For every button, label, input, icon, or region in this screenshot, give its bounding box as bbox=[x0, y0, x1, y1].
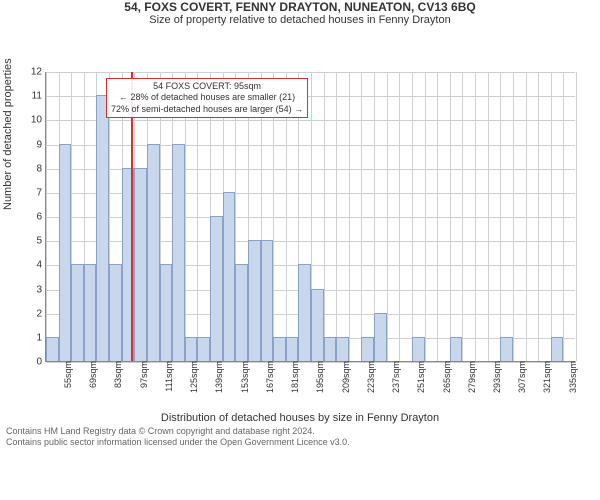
histogram-bar bbox=[59, 144, 72, 362]
y-tick-label: 2 bbox=[36, 308, 46, 319]
histogram-bar bbox=[412, 337, 425, 361]
gridline-vertical bbox=[336, 72, 337, 361]
gridline-vertical bbox=[551, 72, 552, 361]
histogram-bar bbox=[160, 264, 173, 361]
gridline-vertical bbox=[563, 72, 564, 361]
gridline-vertical bbox=[324, 72, 325, 361]
y-tick-label: 12 bbox=[31, 67, 46, 78]
footer-attribution: Contains HM Land Registry data © Crown c… bbox=[6, 426, 594, 449]
x-tick-label: 167sqm bbox=[263, 361, 275, 393]
histogram-bar bbox=[210, 216, 223, 361]
y-tick-label: 7 bbox=[36, 187, 46, 198]
y-tick-label: 6 bbox=[36, 212, 46, 223]
x-tick-label: 307sqm bbox=[515, 361, 527, 393]
histogram-bar bbox=[298, 264, 311, 361]
y-tick-label: 8 bbox=[36, 163, 46, 174]
footer-line-1: Contains HM Land Registry data © Crown c… bbox=[6, 426, 594, 437]
x-tick-label: 293sqm bbox=[490, 361, 502, 393]
x-tick-label: 111sqm bbox=[162, 361, 174, 392]
plot-area: 012345678910111255sqm69sqm83sqm97sqm111s… bbox=[45, 72, 575, 362]
histogram-bar bbox=[96, 95, 109, 361]
x-tick-label: 83sqm bbox=[111, 361, 123, 388]
gridline-vertical bbox=[425, 72, 426, 361]
footer-line-2: Contains public sector information licen… bbox=[6, 437, 594, 448]
histogram-chart: Number of detached properties 0123456789… bbox=[0, 30, 600, 410]
histogram-bar bbox=[185, 337, 198, 361]
x-tick-label: 335sqm bbox=[566, 361, 578, 393]
y-axis-label: Number of detached properties bbox=[2, 58, 14, 210]
gridline-vertical bbox=[462, 72, 463, 361]
histogram-bar bbox=[172, 144, 185, 362]
callout-line-2: ← 28% of detached houses are smaller (21… bbox=[111, 92, 303, 103]
gridline-vertical bbox=[361, 72, 362, 361]
x-tick-label: 251sqm bbox=[414, 361, 426, 393]
x-tick-label: 55sqm bbox=[61, 361, 73, 388]
x-tick-label: 237sqm bbox=[389, 361, 401, 393]
gridline-vertical bbox=[46, 72, 47, 361]
x-tick-label: 265sqm bbox=[440, 361, 452, 393]
gridline-vertical bbox=[450, 72, 451, 361]
gridline-vertical bbox=[475, 72, 476, 361]
histogram-bar bbox=[197, 337, 210, 361]
x-axis-label: Distribution of detached houses by size … bbox=[0, 412, 600, 424]
histogram-bar bbox=[261, 240, 274, 361]
histogram-bar bbox=[286, 337, 299, 361]
histogram-bar bbox=[500, 337, 513, 361]
property-callout: 54 FOXS COVERT: 95sqm← 28% of detached h… bbox=[106, 78, 308, 118]
histogram-bar bbox=[311, 289, 324, 362]
callout-line-1: 54 FOXS COVERT: 95sqm bbox=[111, 81, 303, 92]
x-tick-label: 69sqm bbox=[86, 361, 98, 388]
page-title: 54, FOXS COVERT, FENNY DRAYTON, NUNEATON… bbox=[0, 0, 600, 14]
y-tick-label: 3 bbox=[36, 284, 46, 295]
x-tick-label: 139sqm bbox=[212, 361, 224, 393]
histogram-bar bbox=[551, 337, 564, 361]
gridline-vertical bbox=[387, 72, 388, 361]
histogram-bar bbox=[248, 240, 261, 361]
y-tick-label: 4 bbox=[36, 260, 46, 271]
gridline-vertical bbox=[526, 72, 527, 361]
y-tick-label: 0 bbox=[36, 357, 46, 368]
x-tick-label: 125sqm bbox=[187, 361, 199, 393]
y-tick-label: 11 bbox=[32, 91, 46, 102]
gridline-vertical bbox=[412, 72, 413, 361]
histogram-bar bbox=[235, 264, 248, 361]
x-tick-label: 321sqm bbox=[540, 361, 552, 393]
x-tick-label: 181sqm bbox=[288, 361, 300, 393]
x-tick-label: 153sqm bbox=[238, 361, 250, 393]
histogram-bar bbox=[336, 337, 349, 361]
x-tick-label: 223sqm bbox=[364, 361, 376, 393]
gridline-vertical bbox=[513, 72, 514, 361]
y-tick-label: 10 bbox=[31, 115, 46, 126]
gridline-vertical bbox=[500, 72, 501, 361]
histogram-bar bbox=[361, 337, 374, 361]
histogram-bar bbox=[134, 168, 147, 361]
histogram-bar bbox=[147, 144, 160, 362]
x-tick-label: 97sqm bbox=[137, 361, 149, 388]
y-tick-label: 1 bbox=[36, 332, 46, 343]
histogram-bar bbox=[84, 264, 97, 361]
x-tick-label: 209sqm bbox=[339, 361, 351, 393]
callout-line-3: 72% of semi-detached houses are larger (… bbox=[111, 104, 303, 115]
histogram-bar bbox=[324, 337, 337, 361]
x-tick-label: 279sqm bbox=[465, 361, 477, 393]
gridline-vertical bbox=[538, 72, 539, 361]
page-subtitle: Size of property relative to detached ho… bbox=[0, 14, 600, 26]
histogram-bar bbox=[71, 264, 84, 361]
histogram-bar bbox=[46, 337, 59, 361]
histogram-bar bbox=[374, 313, 387, 361]
gridline-vertical bbox=[349, 72, 350, 361]
x-tick-label: 195sqm bbox=[313, 361, 325, 393]
histogram-bar bbox=[273, 337, 286, 361]
histogram-bar bbox=[450, 337, 463, 361]
gridline-vertical bbox=[576, 72, 577, 361]
gridline-vertical bbox=[488, 72, 489, 361]
gridline-vertical bbox=[437, 72, 438, 361]
gridline-vertical bbox=[399, 72, 400, 361]
histogram-bar bbox=[223, 192, 236, 361]
histogram-bar bbox=[109, 264, 122, 361]
y-tick-label: 9 bbox=[36, 139, 46, 150]
y-tick-label: 5 bbox=[36, 236, 46, 247]
